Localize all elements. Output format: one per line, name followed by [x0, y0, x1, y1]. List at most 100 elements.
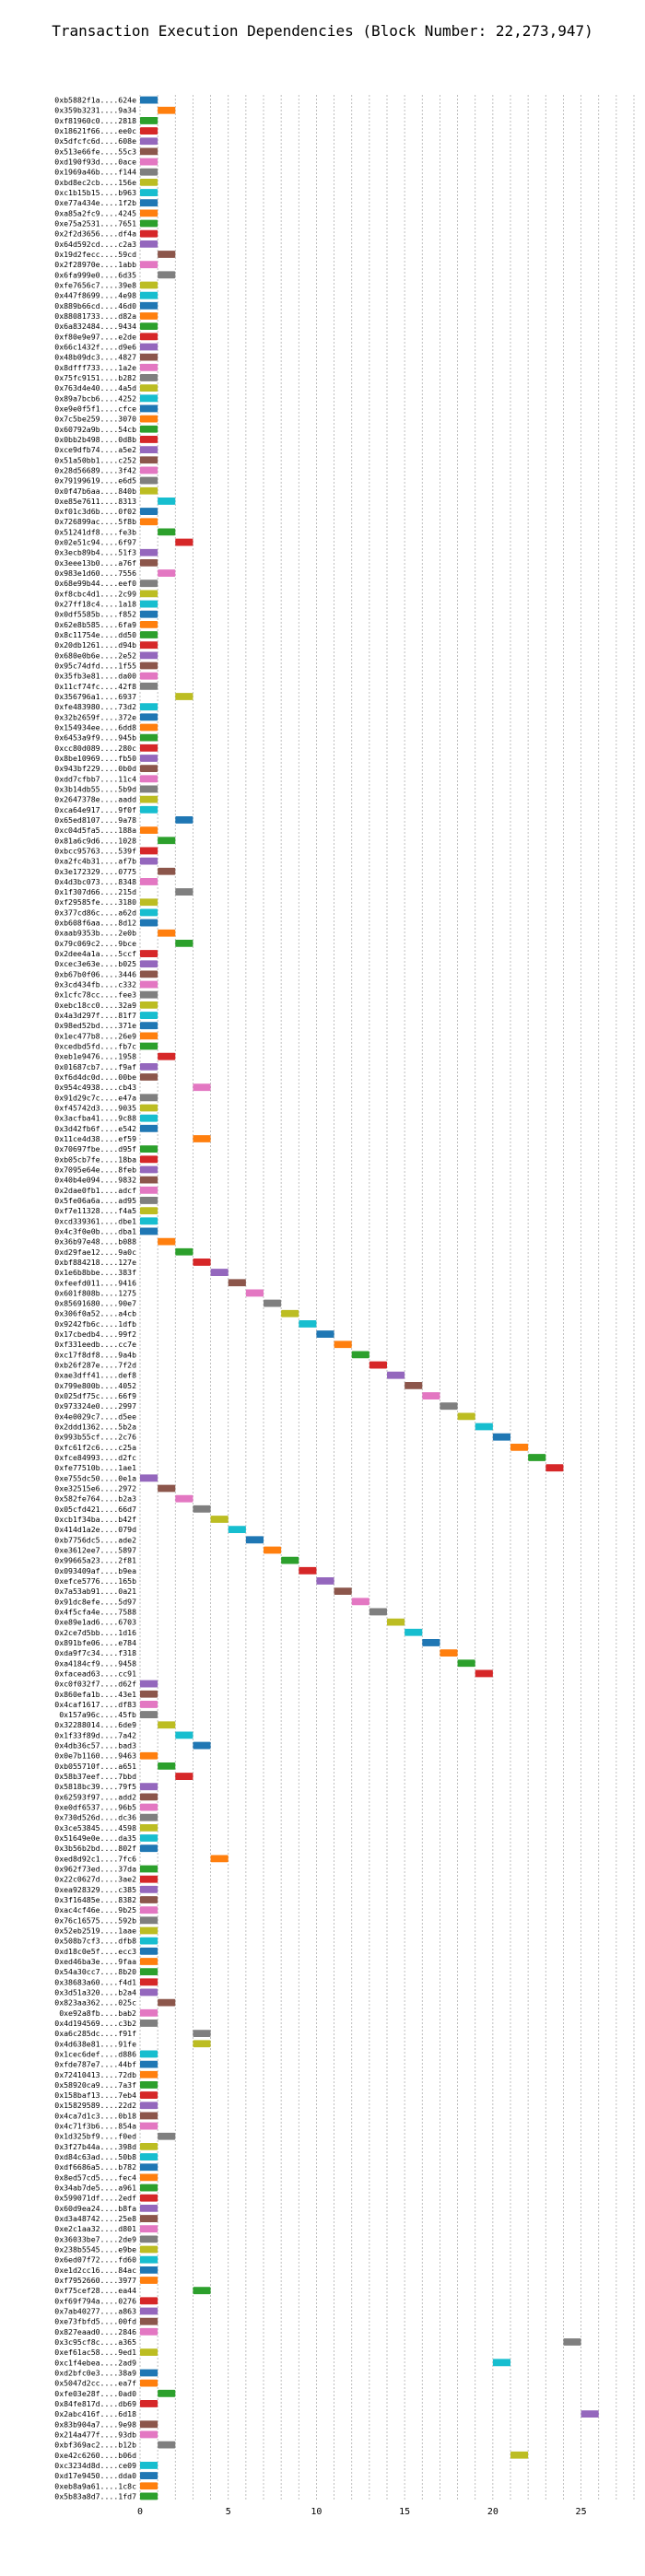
bar: [140, 847, 158, 855]
x-tick-label: 5: [226, 2507, 231, 2517]
bar: [140, 240, 158, 248]
y-tick-label: 0x513e66fe....55c3: [54, 146, 136, 156]
bar: [140, 620, 158, 628]
bar: [492, 2359, 510, 2367]
bar: [140, 384, 158, 392]
y-tick-label: 0xf7952660....3977: [54, 2276, 136, 2285]
y-tick-label: 0xfe03e28f....0ad0: [54, 2389, 136, 2398]
y-tick-label: 0xd84c63ad....50b8: [54, 2152, 136, 2161]
bar: [158, 1998, 176, 2007]
bar: [140, 950, 158, 957]
y-tick-label: 0x5fe06a6a....ad95: [54, 1196, 136, 1205]
bar: [140, 1823, 158, 1832]
y-tick-label: 0x4c71f3b6....854a: [54, 2122, 136, 2131]
y-tick-label: 0x763d4e40....4a5d: [54, 383, 136, 392]
y-tick-label: 0x6a832484....9434: [54, 322, 136, 331]
y-tick-label: 0xfde787e7....44bf: [54, 2060, 136, 2069]
y-tick-label: 0x6fa999e0....6d35: [54, 270, 136, 279]
y-tick-label: 0xfe77510b....1ae1: [54, 1463, 136, 1472]
bar: [475, 1669, 493, 1678]
y-tick-label: 0xae3dff41....def8: [54, 1371, 136, 1380]
y-tick-label: 0x15829589....22d2: [54, 2101, 136, 2110]
bar: [228, 1279, 246, 1287]
y-tick-label: 0x5818bc39....79f5: [54, 1782, 136, 1791]
bar: [140, 1094, 158, 1102]
y-tick-label: 0xe73fbfd5....00fd: [54, 2317, 136, 2326]
bar: [140, 785, 158, 793]
bar: [140, 96, 158, 104]
y-tick-label: 0x414d1a2e....079d: [54, 1525, 136, 1534]
y-tick-label: 0x70697fbe....d95f: [54, 1144, 136, 1153]
y-tick-label: 0xd17e9450....dda0: [54, 2471, 136, 2480]
y-tick-labels: 0xb5882f1a....624e0x359b3231....9a340xf8…: [54, 96, 136, 2501]
bar: [158, 867, 176, 875]
y-tick-label: 0x62593f97....add2: [54, 1792, 136, 1801]
y-tick-label: 0x158baf13....7eb4: [54, 2090, 136, 2100]
bar: [405, 1381, 423, 1389]
y-tick-label: 0x2f2d3656....df4a: [54, 229, 136, 239]
bar: [334, 1587, 352, 1596]
y-tick-label: 0x68e99b44....eef0: [54, 579, 136, 588]
y-tick-label: 0x447f8699....4e98: [54, 291, 136, 300]
bar: [140, 312, 158, 320]
y-tick-label: 0xfe7656c7....39e8: [54, 281, 136, 290]
bar: [140, 1042, 158, 1050]
bar: [140, 2163, 158, 2172]
bar: [140, 2327, 158, 2336]
y-tick-label: 0x6ed07f72....fd60: [54, 2255, 136, 2265]
bar: [545, 1464, 564, 1472]
bar: [193, 1259, 211, 1266]
y-tick-label: 0x79c069c2....9bce: [54, 939, 136, 948]
bar: [175, 939, 194, 947]
bar: [140, 558, 158, 567]
y-tick-label: 0xf75cef28....ea44: [54, 2286, 136, 2295]
bar: [140, 600, 158, 608]
bar: [140, 1793, 158, 1801]
y-tick-label: 0x508b7cf3....dfb8: [54, 1937, 136, 1946]
bar: [140, 610, 158, 618]
y-tick-label: 0x51a50bb1....c252: [54, 455, 136, 464]
bar: [193, 1741, 211, 1750]
y-tick-label: 0x4caf1617....df83: [54, 1700, 136, 1709]
y-tick-label: 0x823aa362....025c: [54, 1998, 136, 2008]
bar: [140, 147, 158, 156]
y-tick-label: 0x52eb2519....1aae: [54, 1926, 136, 1935]
y-tick-label: 0xb67b0f06....3446: [54, 969, 136, 978]
y-tick-label: 0x6453a9f9....945b: [54, 733, 136, 743]
bar: [140, 1926, 158, 1935]
bar: [140, 2060, 158, 2068]
bar: [140, 1073, 158, 1081]
bar: [140, 404, 158, 413]
bar: [140, 2020, 158, 2027]
bar: [140, 2482, 158, 2490]
y-tick-label: 0x62e8b585....6fa9: [54, 620, 136, 629]
y-tick-label: 0xbcc95763....539f: [54, 846, 136, 855]
bar: [158, 1721, 176, 1729]
bar: [140, 970, 158, 978]
y-tick-label: 0xb7756dc5....ade2: [54, 1535, 136, 1544]
y-tick-label: 0xbf884218....127e: [54, 1258, 136, 1267]
bar: [140, 2277, 158, 2284]
bar: [422, 1639, 440, 1646]
y-tick-label: 0xf6d4dc0d....00be: [54, 1072, 136, 1082]
bar: [140, 209, 158, 217]
bar: [140, 1176, 158, 1184]
y-tick-label: 0x1e6b8bbe....383f: [54, 1268, 136, 1277]
bar: [140, 229, 158, 238]
y-tick-label: 0x58920ca9....7a3f: [54, 2080, 136, 2090]
bar: [140, 2194, 158, 2202]
y-tick-label: 0x18621f66....ee0c: [54, 126, 136, 135]
y-tick-label: 0x72410413....72db: [54, 2070, 136, 2079]
bar: [140, 2070, 158, 2078]
bar: [140, 1474, 158, 1482]
y-tick-label: 0x4d3bc073....8348: [54, 877, 136, 886]
y-tick-label: 0x1f33f89d....7a42: [54, 1730, 136, 1739]
bar: [140, 2379, 158, 2387]
y-tick-label: 0x51649e0e....da35: [54, 1833, 136, 1843]
bar: [316, 1577, 334, 1585]
y-tick-label: 0x4e0029c7....d5ee: [54, 1411, 136, 1421]
bar: [175, 816, 194, 824]
bar: [140, 189, 158, 196]
y-tick-label: 0xf01c3d6b....0f02: [54, 507, 136, 516]
